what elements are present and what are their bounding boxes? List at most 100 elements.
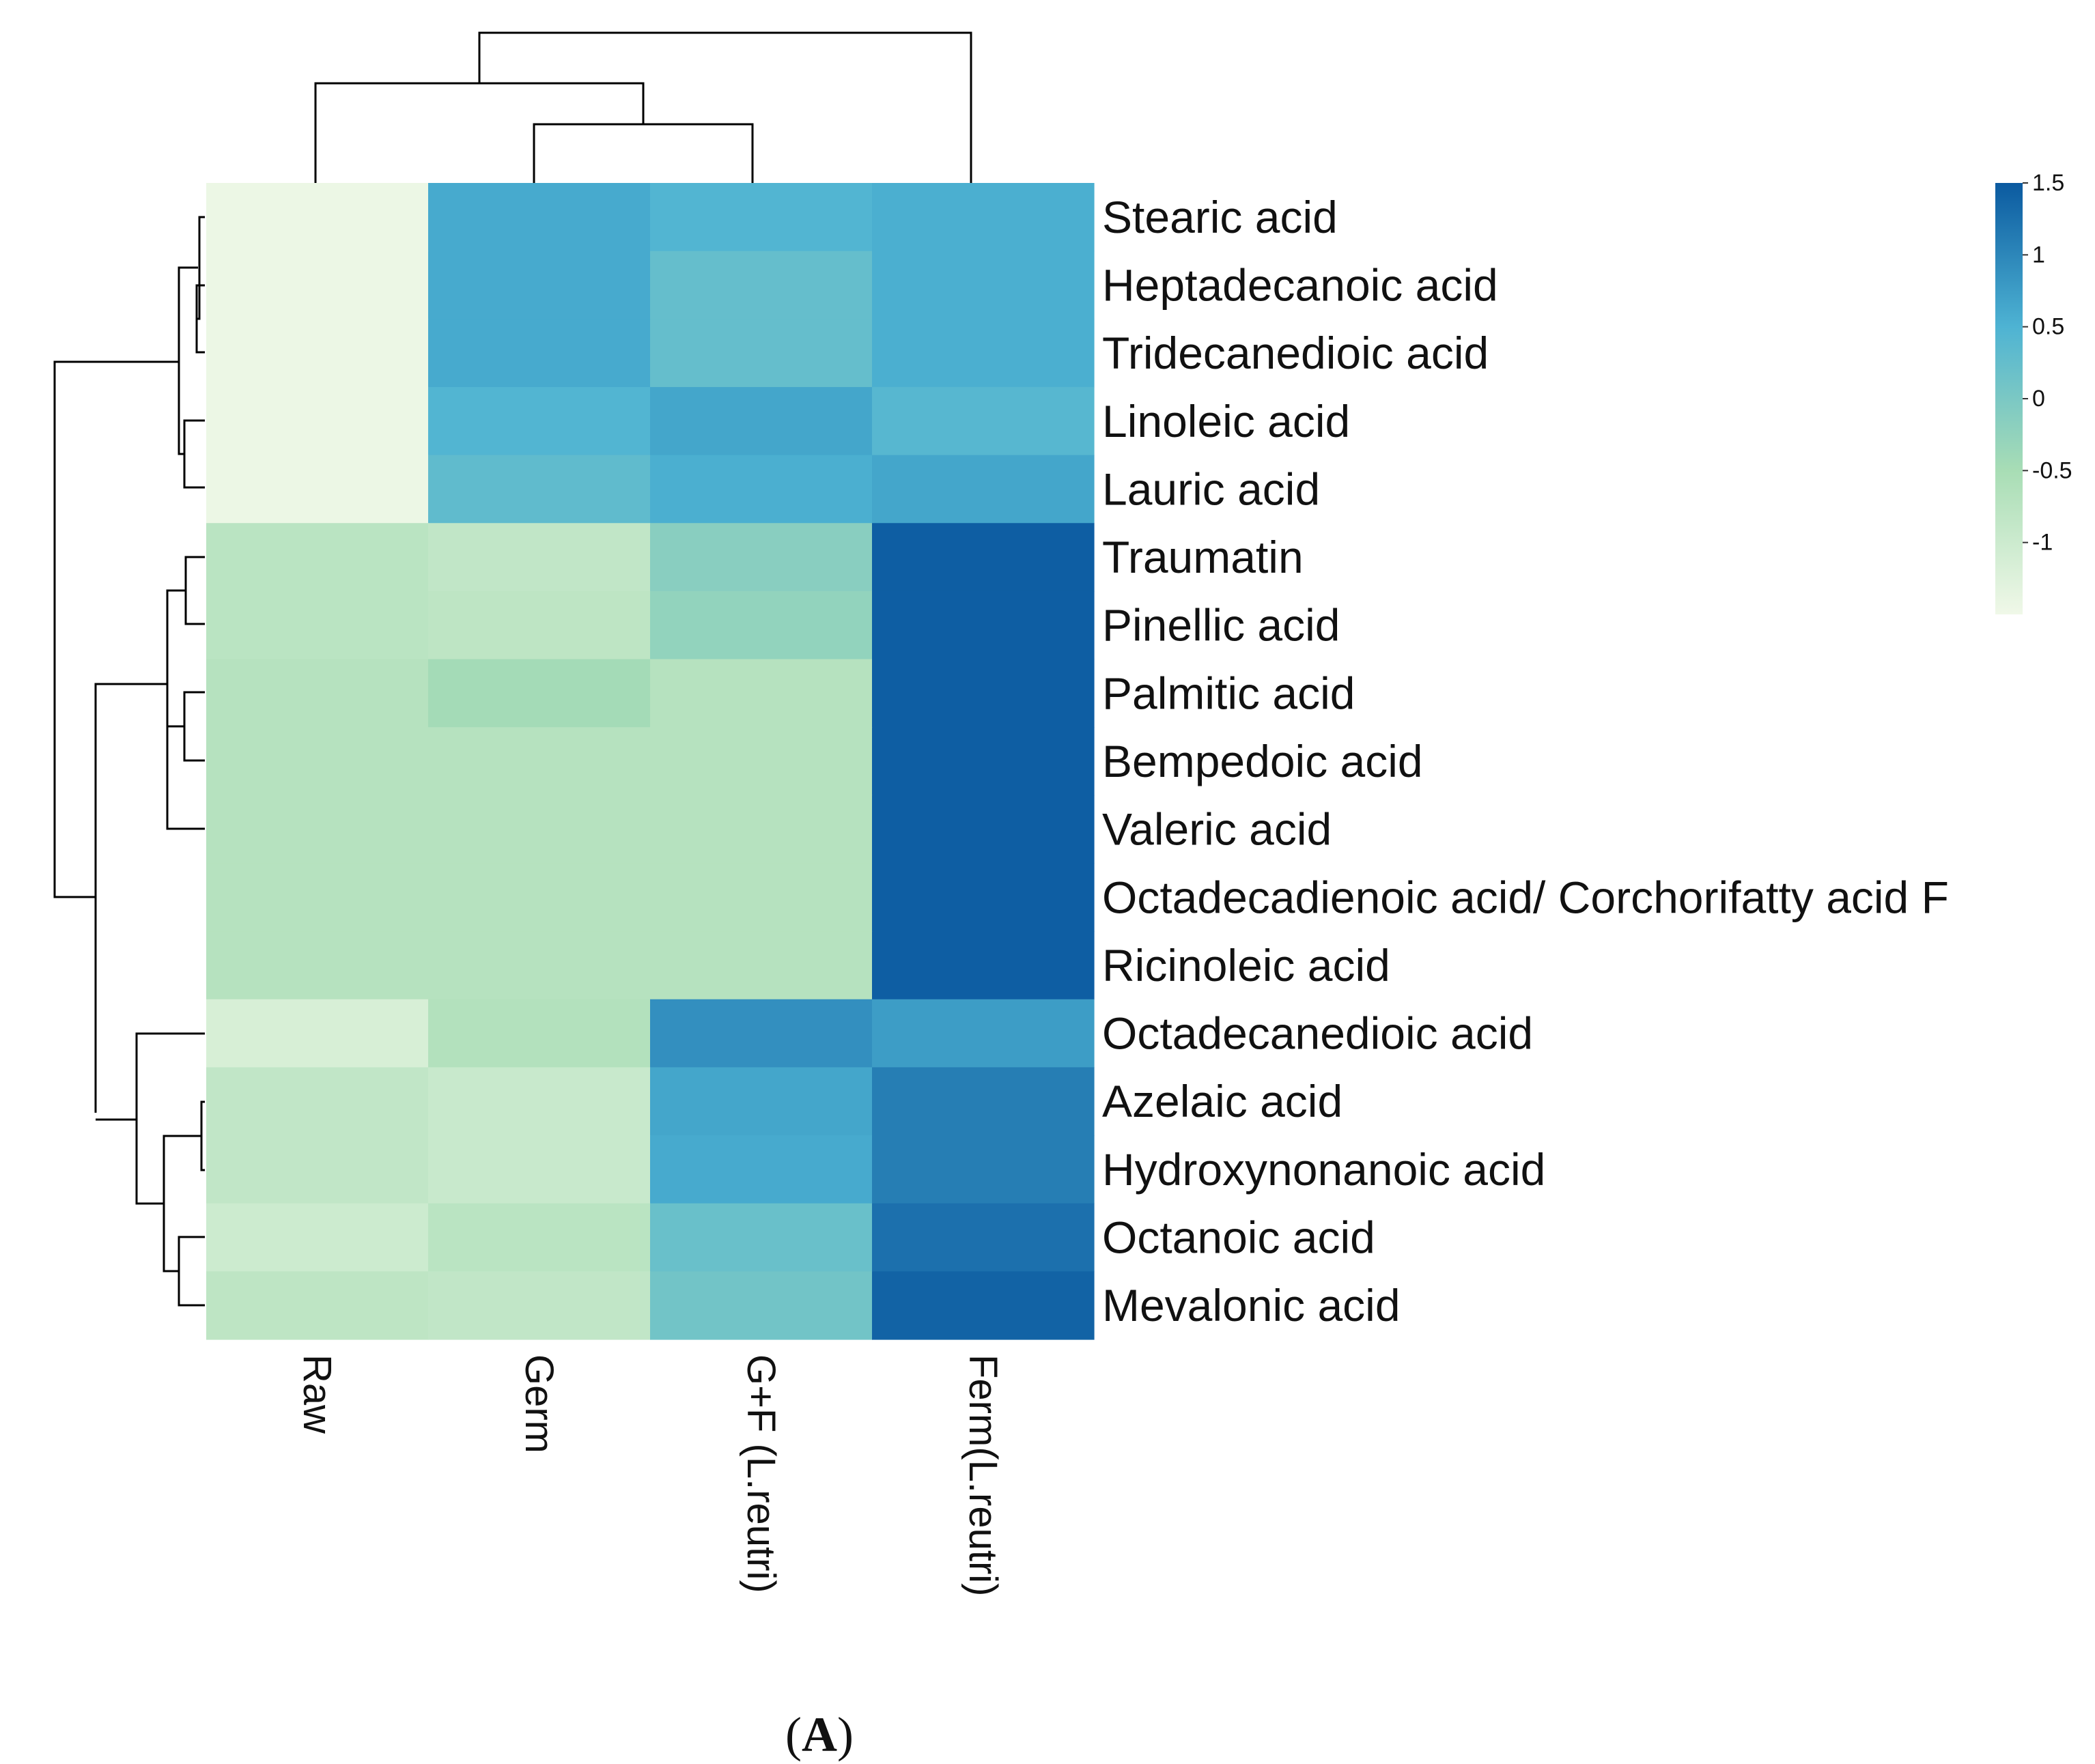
heatmap-cell [206, 931, 429, 1000]
heatmap-cell [650, 727, 873, 796]
row-label: Mevalonic acid [1102, 1280, 1401, 1331]
column-label: Germ [517, 1354, 561, 1453]
heatmap-cell [872, 1135, 1095, 1204]
row-dendrogram-branch [183, 419, 205, 489]
heatmap-cell [206, 386, 429, 456]
row-label: Valeric acid [1102, 804, 1332, 855]
panel-label-letter: A [802, 1707, 837, 1762]
panel-label: (A) [785, 1707, 854, 1762]
heatmap-cell [428, 1203, 651, 1272]
row-labels: Stearic acid Heptadecanoic acid Tridecaned… [1102, 192, 1949, 1331]
heatmap-cell [650, 251, 873, 319]
heatmap-cell [872, 455, 1095, 524]
heatmap-cell [872, 795, 1095, 864]
row-dendrogram-branch [53, 360, 179, 898]
row-label: Octadecanedioic acid [1102, 1008, 1533, 1059]
heatmap-cell [872, 1271, 1095, 1340]
row-dendrogram-branch [178, 1236, 205, 1307]
heatmap-cell [428, 591, 651, 660]
row-dendrogram-branch [197, 216, 205, 320]
color-legend-bar [1995, 183, 2023, 614]
heatmap-cells [206, 183, 1095, 1340]
column-dendrogram-branch [478, 31, 972, 183]
heatmap-cell [650, 523, 873, 592]
heatmap-cell [206, 795, 429, 864]
column-label: G+F (L.reutri) [739, 1354, 783, 1593]
heatmap-cell [206, 1067, 429, 1136]
row-label: Ricinoleic acid [1102, 940, 1390, 991]
heatmap-cell [428, 1067, 651, 1136]
row-label: Traumatin [1102, 532, 1304, 582]
legend-tick-label: -0.5 [2032, 457, 2072, 483]
heatmap-cell [428, 523, 651, 592]
heatmap-cell [872, 863, 1095, 932]
color-legend-ticks: 1.5 1 0.5 0 -0.5 -1 [2023, 170, 2072, 556]
row-dendrogram-branch [163, 1135, 201, 1272]
row-dendrogram-branch [184, 556, 205, 625]
heatmap-cell [872, 931, 1095, 1000]
column-label: Raw [295, 1354, 339, 1434]
heatmap-cell [650, 1271, 873, 1340]
row-dendrogram-branch [94, 683, 167, 1113]
heatmap-cell [650, 455, 873, 524]
heatmap-cell [872, 999, 1095, 1068]
heatmap-cell [206, 1271, 429, 1340]
heatmap-cell [206, 999, 429, 1068]
row-dendrogram-branch [200, 1100, 205, 1171]
heatmap-cell [428, 659, 651, 728]
row-label: Tridecanedioic acid [1102, 328, 1489, 378]
legend-tick-label: -1 [2032, 530, 2053, 556]
column-label: Ferm(L.reutri) [961, 1354, 1005, 1596]
legend-tick-label: 0.5 [2032, 314, 2064, 340]
heatmap-cell [428, 999, 651, 1068]
heatmap-cell [206, 455, 429, 524]
heatmap-cell [206, 591, 429, 660]
legend-tick-label: 1 [2032, 242, 2045, 268]
column-labels: Raw Germ G+F (L.reutri) Ferm(L.reutri) [295, 1354, 1005, 1596]
heatmap-cell [206, 1135, 429, 1204]
heatmap-cell [428, 183, 651, 252]
heatmap-cell [872, 183, 1095, 252]
row-label: Lauric acid [1102, 464, 1320, 514]
row-label: Azelaic acid [1102, 1076, 1342, 1126]
heatmap-cell [428, 386, 651, 456]
heatmap-cell [428, 319, 651, 388]
heatmap-cell [650, 863, 873, 932]
heatmap-cell [872, 319, 1095, 388]
heatmap-cell [650, 999, 873, 1068]
heatmap-cell [206, 1203, 429, 1272]
heatmap-cell [872, 523, 1095, 592]
heatmap-cell [206, 659, 429, 728]
heatmap-cell [428, 727, 651, 796]
column-dendrogram-branch [314, 82, 645, 183]
heatmap-cell [650, 319, 873, 388]
row-label: Octanoic acid [1102, 1212, 1375, 1263]
row-label: Bempedoic acid [1102, 736, 1423, 786]
heatmap-cell [872, 1067, 1095, 1136]
heatmap-cell [206, 523, 429, 592]
heatmap-cell [428, 1135, 651, 1204]
heatmap-cell [428, 251, 651, 319]
row-label: Octadecadienoic acid/ Corchorifatty acid… [1102, 872, 1949, 922]
row-label: Pinellic acid [1102, 600, 1340, 651]
row-dendrogram-branch [166, 725, 205, 830]
row-label: Stearic acid [1102, 192, 1338, 242]
heatmap-cell [650, 795, 873, 864]
heatmap-cell [428, 863, 651, 932]
heatmap-cell [428, 795, 651, 864]
row-label: Palmitic acid [1102, 668, 1355, 718]
heatmap-cell [206, 319, 429, 388]
heatmap-cell [872, 251, 1095, 319]
column-dendrogram [314, 31, 972, 183]
heatmap-cell [206, 251, 429, 319]
heatmap-cell [206, 863, 429, 932]
row-label: Linoleic acid [1102, 396, 1350, 446]
row-dendrogram [53, 216, 205, 1307]
heatmap-cell [650, 1135, 873, 1204]
heatmap-cell [872, 1203, 1095, 1272]
legend-tick-label: 1.5 [2032, 170, 2064, 196]
heatmap-cell [650, 386, 873, 456]
heatmap-cell [872, 591, 1095, 660]
row-dendrogram-branch [178, 266, 198, 455]
